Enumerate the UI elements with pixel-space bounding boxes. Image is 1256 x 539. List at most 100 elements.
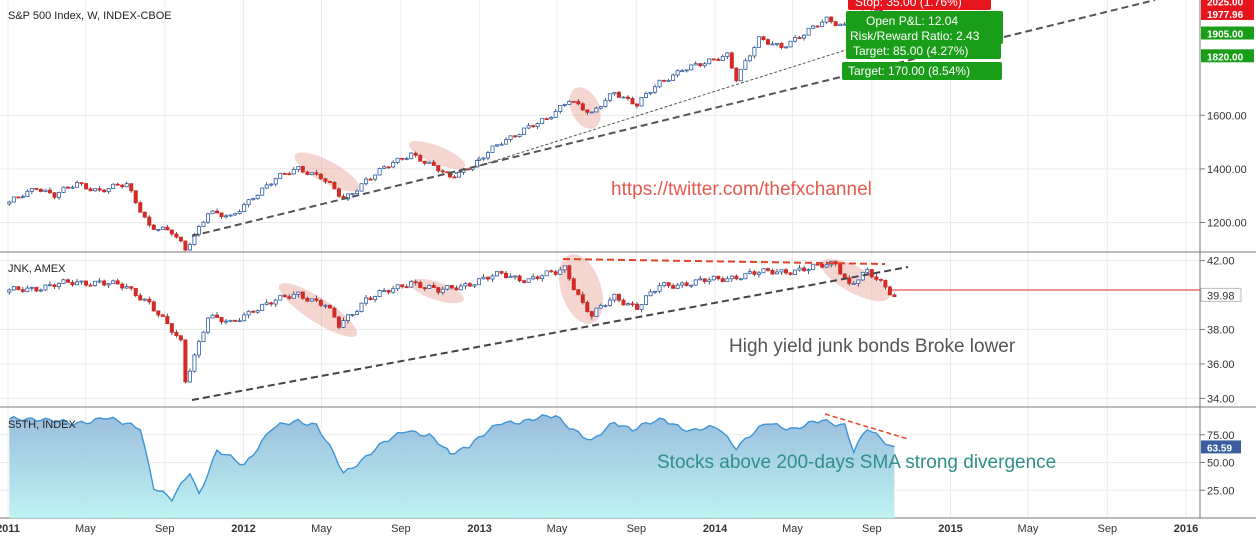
candle[interactable] (382, 166, 387, 169)
candle[interactable] (327, 180, 332, 183)
candle[interactable] (260, 303, 265, 311)
candle[interactable] (549, 117, 554, 120)
candle[interactable] (34, 188, 39, 190)
candle[interactable] (373, 174, 378, 180)
candle[interactable] (770, 269, 775, 275)
candle[interactable] (454, 287, 459, 291)
candle[interactable] (684, 282, 689, 287)
candle[interactable] (395, 157, 400, 163)
candle[interactable] (93, 188, 98, 192)
candle[interactable] (485, 276, 490, 280)
candle[interactable] (16, 196, 21, 199)
candle[interactable] (359, 183, 364, 192)
candle[interactable] (436, 287, 441, 293)
candle[interactable] (526, 278, 531, 283)
candle[interactable] (504, 139, 509, 145)
candle[interactable] (296, 291, 301, 295)
candle[interactable] (20, 196, 25, 199)
candle[interactable] (476, 278, 481, 286)
candle[interactable] (594, 307, 599, 317)
candle[interactable] (445, 285, 450, 290)
candle[interactable] (7, 289, 12, 293)
candle[interactable] (702, 278, 707, 283)
candle[interactable] (355, 190, 360, 194)
candle[interactable] (598, 305, 603, 309)
candle[interactable] (887, 286, 892, 296)
candle[interactable] (332, 182, 337, 190)
candle[interactable] (729, 275, 734, 280)
stop-badge[interactable] (848, 0, 991, 10)
candle[interactable] (205, 213, 210, 223)
price-tag[interactable] (1201, 0, 1254, 8)
candle[interactable] (151, 224, 156, 230)
candle[interactable] (147, 298, 152, 303)
candle[interactable] (224, 320, 229, 323)
candle[interactable] (368, 178, 373, 181)
candle[interactable] (305, 297, 310, 302)
candle[interactable] (79, 280, 84, 283)
candle[interactable] (56, 283, 61, 288)
candle[interactable] (738, 278, 743, 281)
candle[interactable] (422, 160, 427, 164)
candle[interactable] (196, 226, 201, 235)
candle[interactable] (246, 310, 251, 316)
candle[interactable] (431, 285, 436, 288)
candle[interactable] (323, 304, 328, 307)
candle[interactable] (129, 183, 134, 192)
candle[interactable] (571, 100, 576, 103)
candle[interactable] (562, 104, 567, 106)
candle[interactable] (797, 37, 802, 40)
candle[interactable] (242, 204, 247, 213)
candle[interactable] (693, 279, 698, 286)
candle[interactable] (377, 290, 382, 297)
candle[interactable] (544, 118, 549, 121)
candle[interactable] (156, 229, 161, 231)
candle[interactable] (120, 283, 125, 289)
candle[interactable] (576, 289, 581, 296)
candle[interactable] (359, 302, 364, 312)
candle[interactable] (34, 286, 39, 292)
candle[interactable] (562, 265, 567, 271)
candle[interactable] (571, 278, 576, 291)
candle[interactable] (761, 268, 766, 274)
candle[interactable] (75, 182, 80, 188)
risk-reward-badge[interactable] (846, 11, 1003, 44)
candle[interactable] (585, 109, 590, 113)
candle[interactable] (215, 314, 220, 318)
candle[interactable] (79, 182, 84, 184)
candle[interactable] (187, 244, 192, 251)
candle[interactable] (178, 236, 183, 242)
candle[interactable] (228, 214, 233, 217)
candle[interactable] (634, 103, 639, 107)
candle[interactable] (318, 173, 323, 180)
candle[interactable] (698, 278, 703, 281)
candle[interactable] (129, 286, 134, 289)
candle[interactable] (391, 162, 396, 168)
candle[interactable] (558, 105, 563, 112)
candle[interactable] (102, 189, 107, 193)
candle[interactable] (413, 152, 418, 156)
candle[interactable] (711, 275, 716, 281)
candle[interactable] (495, 144, 500, 147)
candle[interactable] (806, 27, 811, 36)
candle[interactable] (481, 276, 486, 280)
candle[interactable] (824, 16, 829, 23)
candle[interactable] (409, 152, 414, 160)
candle[interactable] (662, 282, 667, 287)
candle[interactable] (314, 172, 319, 175)
candle[interactable] (707, 279, 712, 283)
candle[interactable] (215, 210, 220, 214)
candle[interactable] (499, 143, 504, 146)
candle[interactable] (625, 96, 630, 99)
last-value-tag[interactable] (1200, 287, 1242, 302)
candle[interactable] (282, 173, 287, 175)
candle[interactable] (404, 158, 409, 161)
candle[interactable] (124, 286, 129, 289)
candle[interactable] (106, 188, 111, 193)
candle[interactable] (666, 79, 671, 82)
candle[interactable] (323, 178, 328, 182)
candle[interactable] (526, 125, 531, 129)
candle[interactable] (65, 186, 70, 189)
candle[interactable] (88, 188, 93, 192)
candle[interactable] (630, 303, 635, 306)
